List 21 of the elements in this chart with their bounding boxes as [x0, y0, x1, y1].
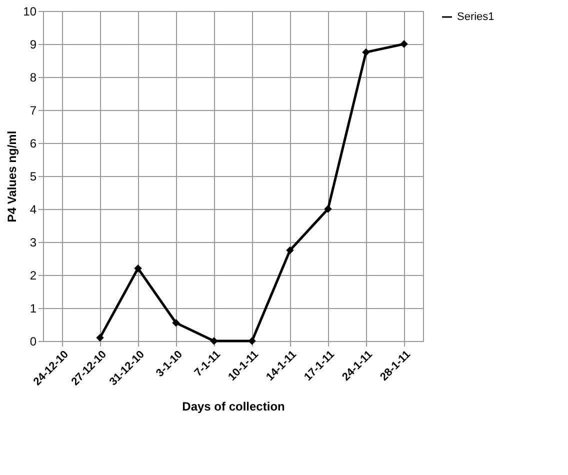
y-tick-label: 10: [23, 4, 37, 18]
y-axis-title: P4 Values ng/ml: [5, 130, 20, 222]
point: [172, 318, 180, 327]
point: [400, 40, 408, 48]
point: [324, 205, 332, 213]
legend-label: Series1: [457, 11, 494, 23]
y-tick-label: 7: [30, 104, 37, 118]
y-tick-label: 4: [30, 202, 37, 216]
x-axis-title: Days of collection: [182, 399, 285, 414]
y-tick-label: 8: [30, 70, 37, 84]
y-tick-label: 6: [30, 136, 37, 150]
y-tick-label: 0: [30, 334, 37, 348]
point: [134, 264, 142, 272]
y-tick-label: 1: [30, 302, 37, 316]
point: [362, 48, 370, 56]
y-tick-label: 2: [30, 268, 37, 282]
y-tick-label: 9: [30, 38, 37, 52]
point: [96, 334, 104, 342]
y-tick-label: 3: [30, 236, 37, 250]
point: [286, 246, 294, 254]
y-tick-label: 5: [30, 170, 37, 184]
